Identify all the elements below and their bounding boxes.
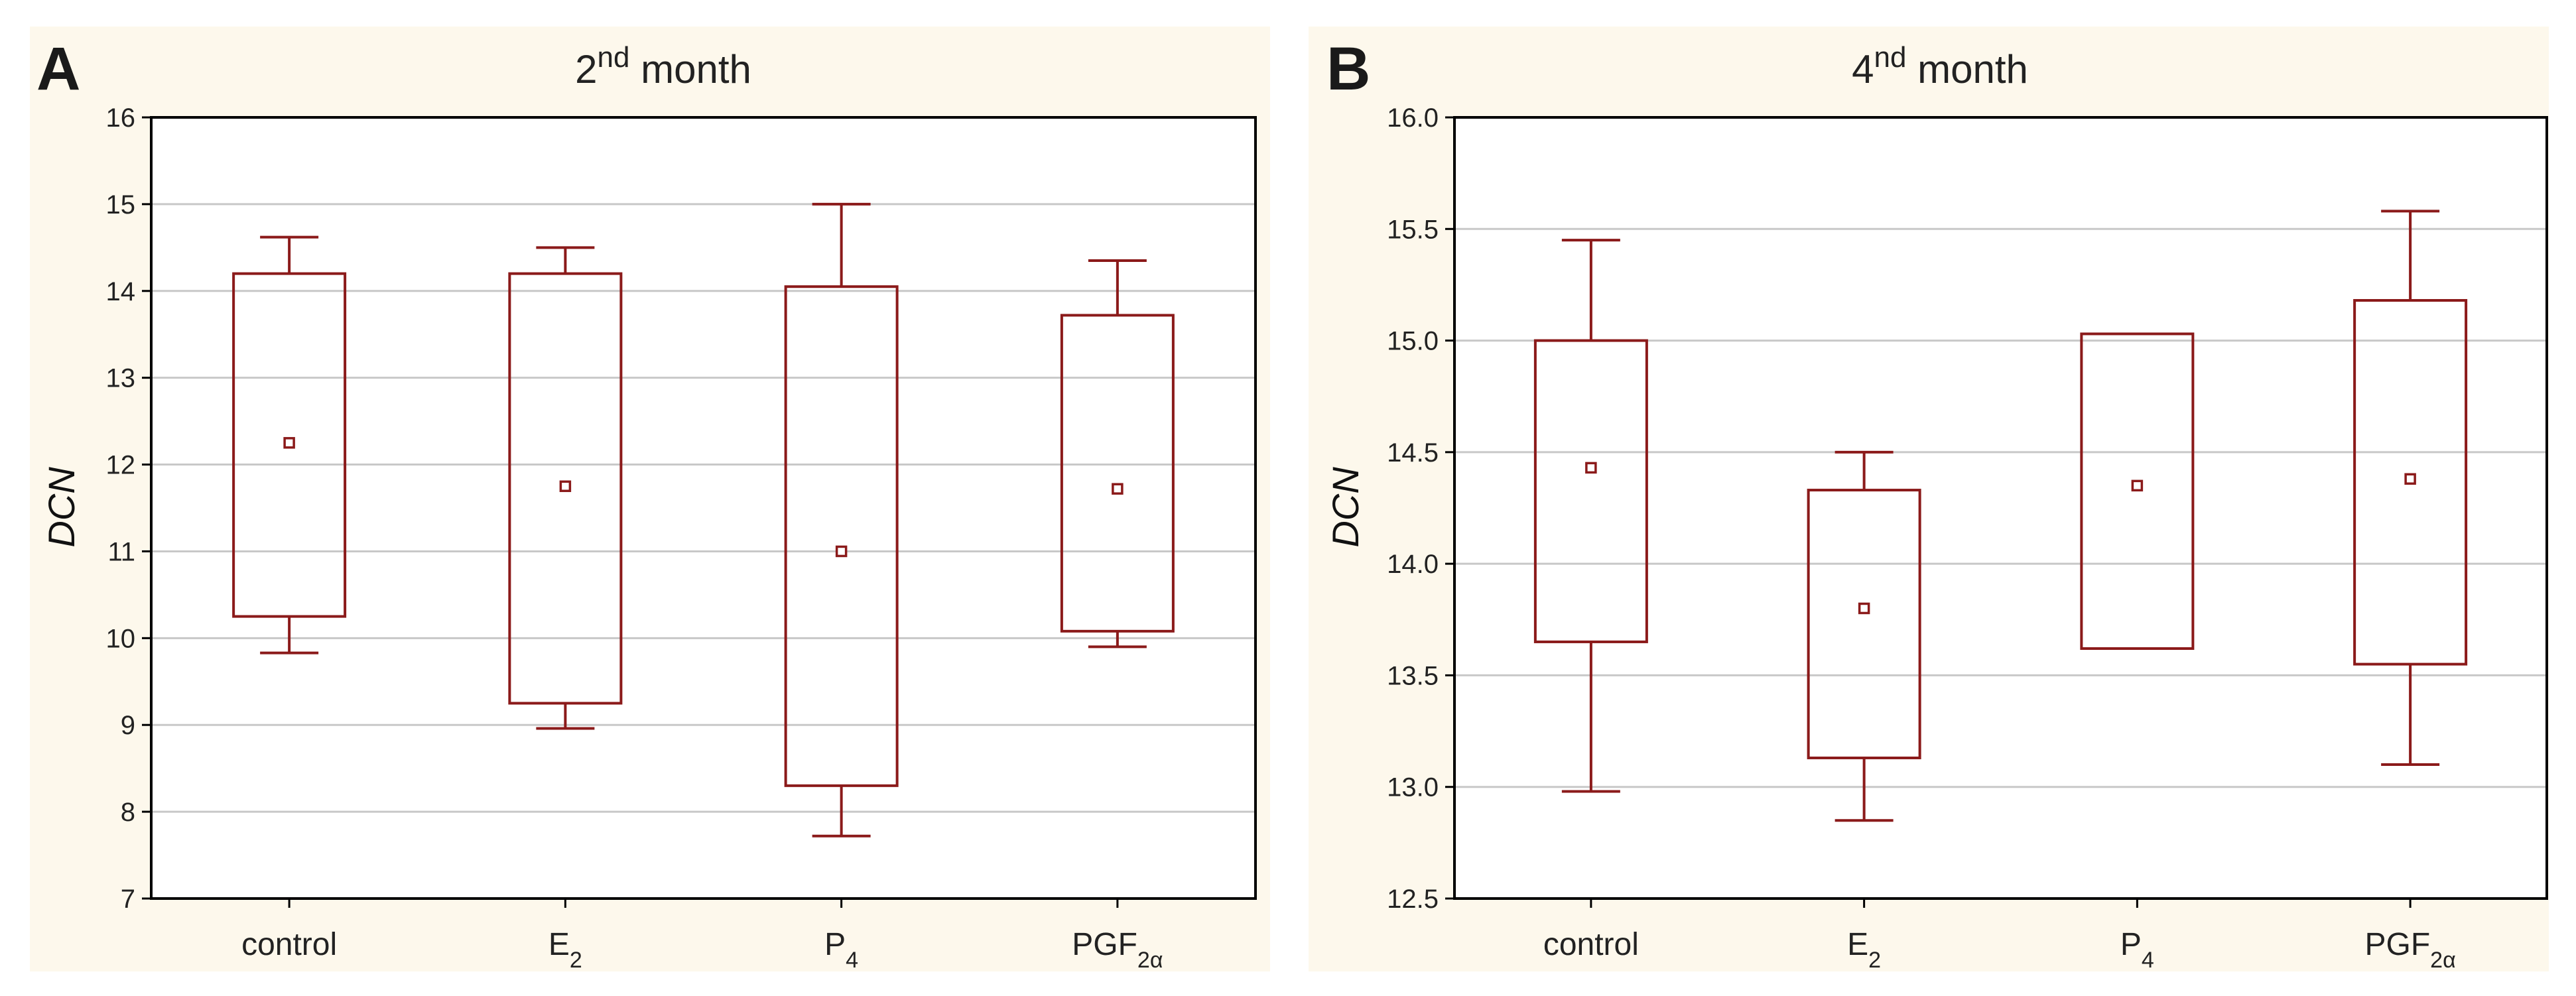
y-tick-label: 14.0 xyxy=(1387,550,1439,579)
box-plot-0 xyxy=(1533,239,1648,793)
category-label: E2 xyxy=(548,927,582,973)
y-tick-label: 7 xyxy=(121,885,135,914)
box-plot-2 xyxy=(2080,332,2195,651)
chart-panel-b: 12.5 13.0 13.5 14.0 14.5 15.0 15.5 16.0 control E… xyxy=(1309,27,2549,973)
y-tick-label: 13.0 xyxy=(1387,773,1439,802)
y-tick-label: 14.5 xyxy=(1387,438,1439,467)
chart-title: 2nd month xyxy=(575,41,751,92)
y-tick-label: 9 xyxy=(121,711,135,740)
mean-marker xyxy=(1858,602,1870,615)
y-tick-label: 8 xyxy=(121,798,135,827)
y-tick-label: 13 xyxy=(106,364,136,393)
box-plot-3 xyxy=(1060,259,1175,649)
y-tick-label: 12 xyxy=(106,451,136,480)
category-label: P4 xyxy=(824,927,858,973)
box-plot-1 xyxy=(1807,450,1921,822)
panel-letter: A xyxy=(36,35,80,103)
plot-frame xyxy=(1453,116,2548,900)
plot-frame xyxy=(150,116,1257,900)
y-tick-label: 12.5 xyxy=(1387,885,1439,914)
box-iqr xyxy=(1533,339,1648,643)
box-iqr xyxy=(1807,489,1921,759)
category-label: E2 xyxy=(1847,927,1881,973)
chart-title: 4nd month xyxy=(1852,41,2028,92)
mean-marker xyxy=(283,437,295,449)
mean-marker xyxy=(559,480,572,493)
mean-marker xyxy=(1112,483,1124,495)
mean-marker xyxy=(2131,479,2144,492)
box-iqr xyxy=(232,272,347,618)
box-iqr xyxy=(508,272,623,705)
category-label: control xyxy=(241,927,337,962)
mean-marker xyxy=(2404,473,2416,485)
y-tick-label: 15.5 xyxy=(1387,215,1439,244)
box-plot-1 xyxy=(508,246,623,730)
box-iqr xyxy=(1060,314,1175,633)
panel-letter: B xyxy=(1326,35,1370,103)
box-iqr xyxy=(2080,332,2195,651)
plot-area xyxy=(1453,116,2548,900)
y-tick-label: 15.0 xyxy=(1387,327,1439,356)
box-iqr xyxy=(784,285,899,787)
box-plot-0 xyxy=(232,235,347,654)
category-label: control xyxy=(1543,927,1639,962)
y-tick-label: 16.0 xyxy=(1387,103,1439,133)
chart-panel-a: 7 8 9 10 11 12 13 14 15 16 control E2 P4 PGF2α A 2nd mo… xyxy=(30,27,1270,973)
y-tick-label: 13.5 xyxy=(1387,661,1439,690)
mean-marker xyxy=(1585,462,1597,474)
mean-marker xyxy=(835,545,848,558)
plot-area xyxy=(150,116,1257,900)
box-iqr xyxy=(2353,298,2468,666)
y-tick-label: 16 xyxy=(106,103,136,133)
y-axis-label: DCN xyxy=(1324,467,1366,548)
y-tick-label: 11 xyxy=(107,537,135,566)
y-tick-label: 15 xyxy=(106,190,136,219)
y-tick-label: 14 xyxy=(106,277,136,306)
y-tick-label: 10 xyxy=(106,624,136,653)
box-plot-2 xyxy=(784,202,899,838)
category-label: PGF2α xyxy=(1072,927,1163,973)
category-label: PGF2α xyxy=(2365,927,2456,973)
y-axis-label: DCN xyxy=(40,467,82,548)
box-plot-3 xyxy=(2353,210,2468,767)
category-label: P4 xyxy=(2120,927,2154,973)
